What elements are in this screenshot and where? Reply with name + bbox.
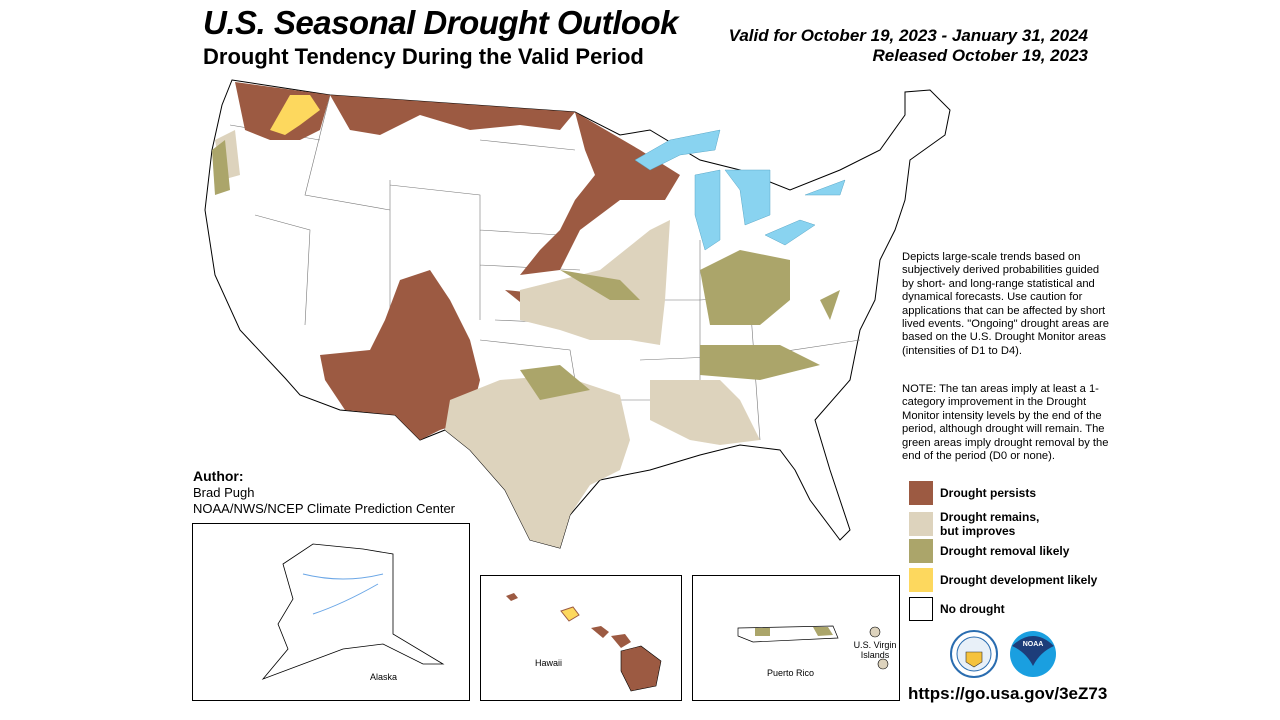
legend-label: Drought development likely: [940, 573, 1098, 587]
legend-label: Drought remains, but improves: [940, 510, 1040, 538]
commerce-seal-icon: [950, 630, 998, 678]
author-label: Author:: [193, 468, 244, 484]
legend-label: Drought removal likely: [940, 544, 1070, 558]
legend-swatch: [909, 481, 933, 505]
author-org: NOAA/NWS/NCEP Climate Prediction Center: [193, 501, 456, 516]
legend-drought-improves: Drought remains, but improves: [909, 510, 1059, 538]
noaa-logo-icon: NOAA: [1010, 631, 1056, 677]
great-lakes: [634, 129, 846, 251]
drought-removal-areas: [212, 140, 840, 400]
valid-period: Valid for October 19, 2023 - January 31,…: [728, 26, 1088, 45]
legend-drought-development: Drought development likely: [909, 568, 1097, 592]
author-name: Brad Pugh: [193, 485, 255, 500]
legend-drought-persists: Drought persists: [909, 481, 1036, 505]
legend-swatch: [909, 539, 933, 563]
map-note: NOTE: The tan areas imply at least a 1-c…: [902, 383, 1109, 463]
map-subtitle: Drought Tendency During the Valid Period: [203, 44, 644, 69]
legend-label: Drought persists: [940, 486, 1037, 500]
puerto-rico-label: Puerto Rico: [767, 668, 815, 678]
release-date: Released October 19, 2023: [872, 46, 1088, 65]
map-description: Depicts large-scale trends based on subj…: [902, 251, 1109, 357]
info-url[interactable]: https://go.usa.gov/3eZ73: [908, 684, 1108, 703]
legend-swatch: [909, 597, 933, 621]
legend-swatch: [909, 512, 933, 536]
hawaii-label: Hawaii: [535, 658, 563, 668]
puerto-rico-inset: Puerto Rico U.S. Virgin Islands: [692, 575, 900, 701]
hawaii-inset: Hawaii: [480, 575, 682, 701]
legend-no-drought: No drought: [909, 597, 1005, 621]
alaska-inset: Alaska: [192, 523, 470, 701]
alaska-label: Alaska: [370, 672, 398, 682]
agency-logos: NOAA: [950, 630, 1056, 678]
author-block: Author: Brad Pugh NOAA/NWS/NCEP Climate …: [193, 468, 455, 517]
legend-drought-removal: Drought removal likely: [909, 539, 1069, 563]
legend-swatch: [909, 568, 933, 592]
virgin-islands-label: U.S. Virgin Islands: [853, 640, 897, 660]
map-title: U.S. Seasonal Drought Outlook: [203, 4, 679, 41]
drought-development-areas: [270, 95, 320, 135]
legend-label: No drought: [940, 602, 1005, 616]
svg-text:NOAA: NOAA: [1023, 641, 1044, 648]
